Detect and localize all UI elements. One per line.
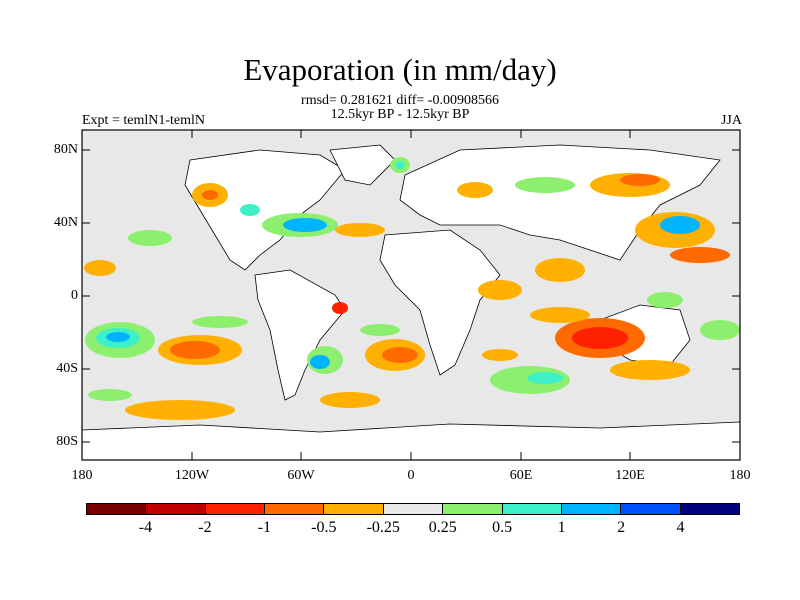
lat-tick-label: 40S bbox=[56, 361, 78, 376]
colorbar-label: 2 bbox=[617, 519, 626, 536]
colorbar-label: -0.5 bbox=[311, 519, 337, 536]
lon-tick-label: 60E bbox=[509, 468, 533, 483]
lon-tick-label: 60W bbox=[287, 468, 315, 483]
south-america-land bbox=[254, 269, 346, 401]
lon-tick-label: 120W bbox=[174, 468, 210, 483]
colorbar-label: 0.5 bbox=[492, 519, 513, 536]
map-subtitle: 12.5kyr BP - 12.5kyr BP bbox=[330, 107, 470, 122]
colorbar-swatch bbox=[205, 504, 266, 514]
lon-tick-marks bbox=[81, 130, 741, 460]
lat-tick-label: 80N bbox=[53, 142, 78, 157]
colorbar-swatch bbox=[443, 504, 503, 514]
colorbar-swatch bbox=[680, 504, 739, 514]
lat-tick-label: 80S bbox=[56, 434, 78, 449]
colorbar-label: -1 bbox=[257, 519, 272, 536]
lon-tick-label: 180 bbox=[71, 468, 93, 483]
colorbar-swatch bbox=[621, 504, 681, 514]
colorbar-swatch bbox=[383, 504, 444, 514]
anomaly-patches bbox=[82, 144, 740, 460]
colorbar-label: 0.25 bbox=[428, 519, 457, 536]
antarctica-land bbox=[82, 421, 740, 460]
colorbar-swatch bbox=[561, 504, 622, 514]
map-title: Evaporation (in mm/day) bbox=[243, 52, 557, 87]
colorbar-label: 4 bbox=[676, 519, 685, 536]
experiment-label: Expt = temlN1-temlN bbox=[82, 113, 205, 128]
colorbar-swatch bbox=[324, 504, 384, 514]
season-label: JJA bbox=[720, 113, 742, 128]
lon-tick-label: 120E bbox=[615, 468, 645, 483]
lon-tick-label: 180 bbox=[729, 468, 751, 483]
lat-tick-label: 0 bbox=[71, 288, 78, 303]
colorbar-label: -4 bbox=[138, 519, 153, 536]
africa-land bbox=[379, 229, 501, 376]
greenland-land bbox=[329, 144, 396, 186]
colorbar bbox=[86, 503, 740, 515]
colorbar-swatch bbox=[146, 504, 206, 514]
lat-tick-marks bbox=[82, 149, 740, 443]
lat-tick-label: 40N bbox=[53, 215, 78, 230]
stats-label: rmsd= 0.281621 diff= -0.00908566 bbox=[301, 93, 499, 108]
colorbar-label: -2 bbox=[198, 519, 212, 536]
lon-tick-label: 0 bbox=[407, 468, 415, 483]
colorbar-label: 1 bbox=[557, 519, 566, 536]
colorbar-swatch bbox=[502, 504, 562, 514]
colorbar-swatch bbox=[87, 504, 147, 514]
north-america-land bbox=[184, 149, 346, 271]
colorbar-label: -0.25 bbox=[366, 519, 400, 536]
colorbar-swatch bbox=[265, 504, 325, 514]
